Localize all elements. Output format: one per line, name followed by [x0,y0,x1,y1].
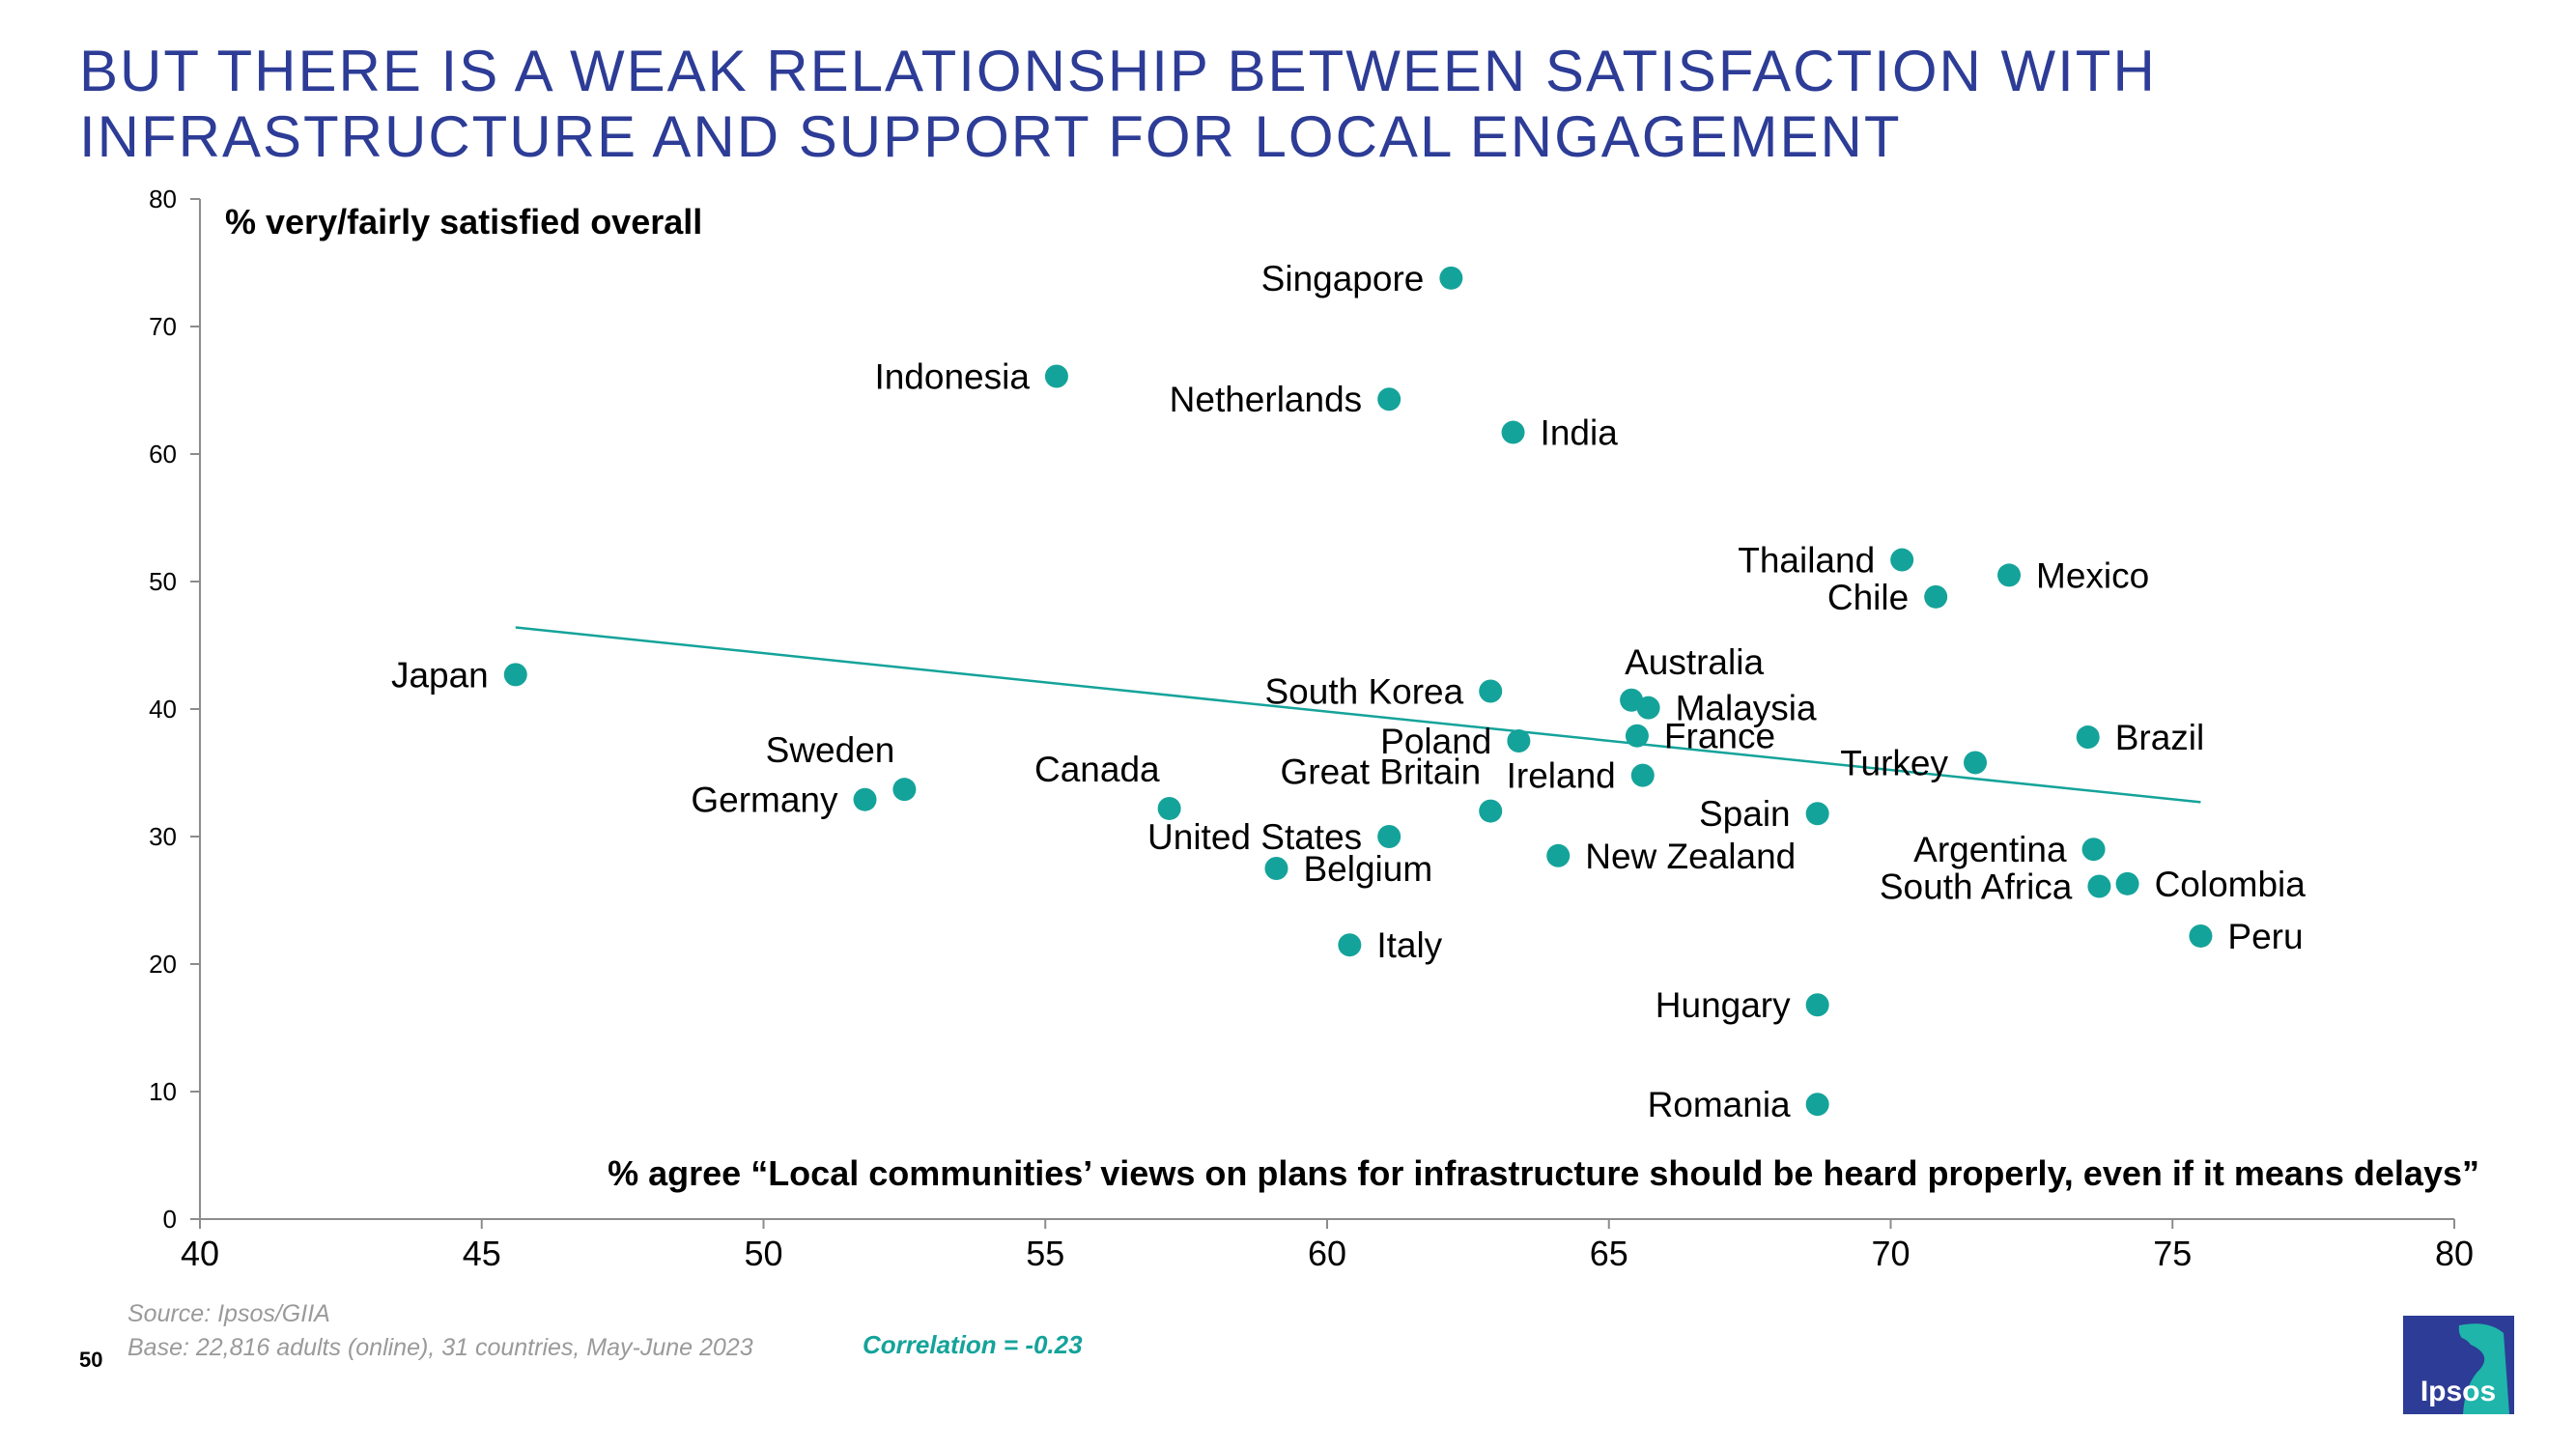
point-turkey [1964,751,1988,775]
point-france [1625,724,1649,748]
y-axis-label: % very/fairly satisfied overall [225,202,702,242]
label-great-britain: Great Britain [1281,753,1482,792]
x-axis-label: % agree “Local communities’ views on pla… [608,1153,2479,1193]
label-peru: Peru [2227,917,2303,956]
point-brazil [2076,725,2100,750]
point-thailand [1890,548,1914,572]
label-india: India [1541,413,1619,453]
point-italy [1338,933,1362,957]
label-australia: Australia [1625,642,1764,682]
point-chile [1924,584,1948,609]
point-hungary [1805,993,1829,1017]
point-netherlands [1377,387,1401,412]
label-indonesia: Indonesia [874,356,1030,396]
point-south-korea [1479,679,1503,703]
source-note: Source: Ipsos/GIIA Base: 22,816 adults (… [127,1297,753,1365]
x-tick-label: 45 [463,1234,501,1273]
point-south-africa [2087,874,2111,898]
x-tick-label: 40 [181,1234,219,1273]
x-tick-label: 55 [1026,1234,1064,1273]
label-singapore: Singapore [1261,259,1425,298]
point-ireland [1630,763,1655,787]
label-sweden: Sweden [766,730,895,770]
label-hungary: Hungary [1656,985,1791,1025]
y-tick-label: 20 [149,950,177,979]
trendline [515,626,2201,804]
label-france: France [1664,717,1775,756]
label-brazil: Brazil [2115,718,2205,757]
y-tick-label: 80 [149,185,177,213]
x-tick-label: 75 [2153,1234,2192,1273]
point-malaysia [1636,696,1660,720]
page-number: 50 [79,1348,103,1372]
label-chile: Chile [1827,578,1909,617]
y-tick-label: 40 [149,695,177,724]
logo-text: Ipsos [2420,1376,2496,1407]
x-tick-label: 70 [1871,1234,1910,1273]
logo-accent-shape [2458,1323,2509,1414]
label-poland: Poland [1380,722,1491,761]
point-sweden [892,778,917,802]
points-group [503,266,2213,1117]
label-japan: Japan [391,655,489,695]
label-romania: Romania [1648,1085,1791,1124]
label-thailand: Thailand [1738,541,1875,581]
label-turkey: Turkey [1840,743,1948,782]
y-tick-label: 70 [149,312,177,341]
label-south-africa: South Africa [1880,867,2073,906]
source-line: Source: Ipsos/GIIA [127,1300,330,1327]
point-spain [1805,802,1829,826]
x-tick-label: 60 [1308,1234,1346,1273]
base-line: Base: 22,816 adults (online), 31 countri… [127,1334,753,1361]
y-tick-label: 0 [163,1205,177,1234]
point-indonesia [1044,364,1068,388]
label-united-states: United States [1147,817,1362,857]
label-mexico: Mexico [2036,555,2149,595]
x-tick-label: 65 [1590,1234,1628,1273]
point-canada [1157,796,1181,820]
labels-group: Singapore Indonesia Netherlands India Thaila… [391,259,2306,1124]
label-argentina: Argentina [1913,830,2067,869]
ipsos-logo: Ipsos [2403,1316,2514,1414]
point-great-britain [1479,799,1503,823]
point-poland [1507,729,1531,753]
chart-axes: 0 10 20 30 40 50 60 70 80 40 45 50 55 60 65 70 75 80 [149,185,2474,1273]
point-japan [503,663,527,687]
label-italy: Italy [1376,925,1442,965]
label-canada: Canada [1034,750,1160,789]
y-tick-label: 10 [149,1077,177,1106]
point-india [1501,420,1525,444]
label-colombia: Colombia [2155,865,2307,904]
point-new-zealand [1546,843,1571,867]
label-belgium: Belgium [1303,849,1432,889]
point-argentina [2081,838,2106,862]
point-singapore [1439,266,1463,290]
page-title: BUT THERE IS A WEAK RELATIONSHIP BETWEEN… [79,39,2494,170]
correlation-note: Correlation = -0.23 [863,1330,1083,1359]
point-peru [2189,923,2213,948]
y-tick-label: 50 [149,567,177,596]
logo-head-icon [2439,1337,2474,1372]
label-new-zealand: New Zealand [1585,837,1796,876]
label-germany: Germany [691,781,838,820]
title-line-1: BUT THERE IS A WEAK RELATIONSHIP BETWEEN… [79,39,2157,103]
point-colombia [2115,871,2139,895]
title-line-2: INFRASTRUCTURE AND SUPPORT FOR LOCAL ENG… [79,104,1902,169]
label-ireland: Ireland [1507,756,1616,796]
point-mexico [1997,563,2022,587]
x-tick-label: 50 [744,1234,782,1273]
y-tick-label: 60 [149,440,177,469]
trendline-group [515,626,2201,804]
label-spain: Spain [1699,794,1791,834]
point-romania [1805,1093,1829,1117]
y-tick-label: 30 [149,822,177,851]
x-tick-label: 80 [2435,1234,2474,1273]
point-belgium [1264,857,1288,880]
label-malaysia: Malaysia [1676,689,1817,728]
point-united-states [1377,825,1401,848]
label-netherlands: Netherlands [1170,380,1363,419]
label-south-korea: South Korea [1264,672,1463,712]
point-germany [853,787,877,811]
